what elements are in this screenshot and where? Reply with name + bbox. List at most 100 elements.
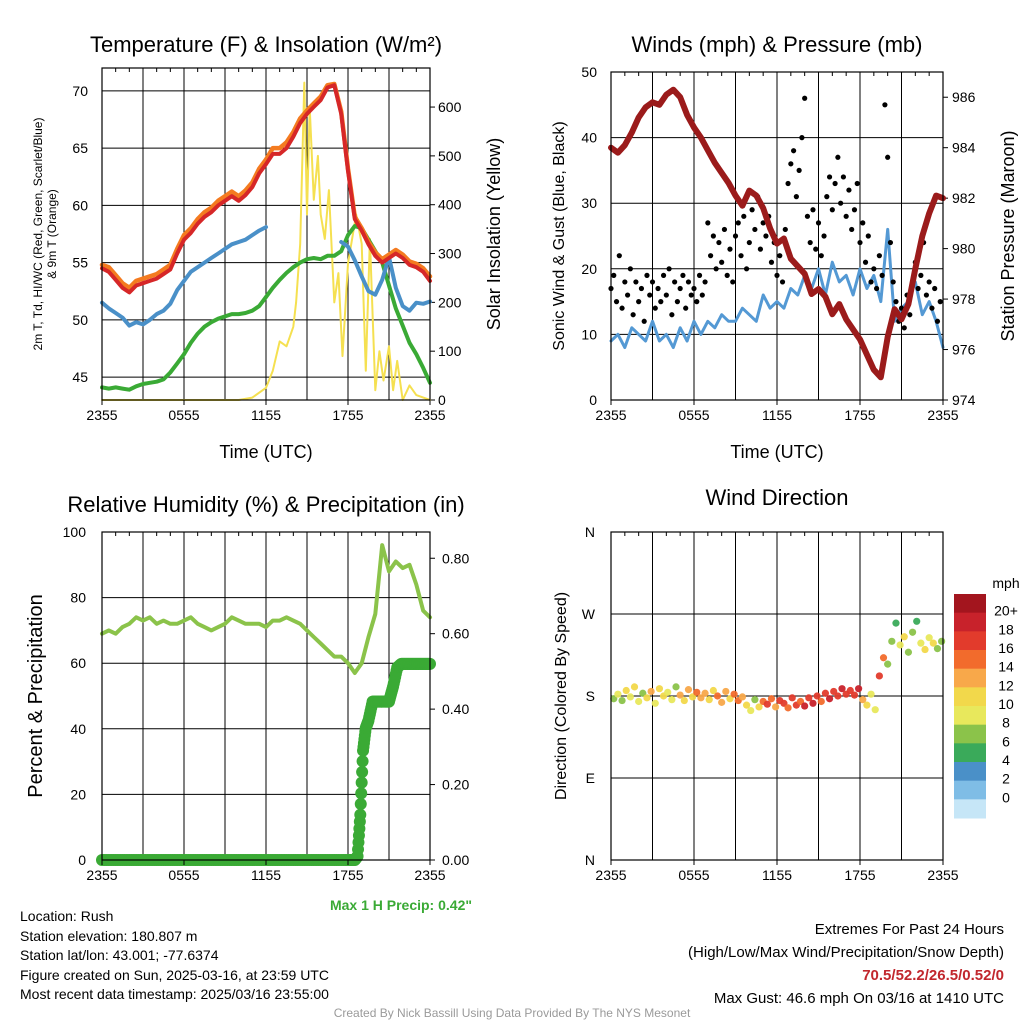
y2-tick-label: 0.20 <box>442 777 469 793</box>
colorbar-swatch <box>954 631 986 651</box>
gust-point <box>727 246 733 252</box>
wind-direction-point <box>863 701 871 709</box>
colorbar-swatch <box>954 780 986 800</box>
wind-direction-point <box>693 688 701 696</box>
gust-point <box>757 246 764 252</box>
x-axis-label: Time (UTC) <box>219 442 312 462</box>
x-tick-label: 2355 <box>414 407 445 423</box>
y-tick-label: 0 <box>78 852 86 868</box>
wind-direction-point <box>908 628 917 636</box>
y2-tick-label: 100 <box>438 343 462 359</box>
station-location: Location: Rush <box>20 908 114 924</box>
wind-direction-point <box>867 690 875 698</box>
x-tick-label: 1755 <box>332 407 363 423</box>
gust-point <box>713 266 719 272</box>
wind-direction-point <box>850 691 859 699</box>
wind-direction-point <box>879 654 888 662</box>
colorbar-label: 18 <box>998 621 1014 637</box>
y-tick-label: 60 <box>70 655 86 671</box>
precip-point <box>356 765 369 778</box>
y-tick-label: 60 <box>72 197 88 213</box>
credit-footer: Created By Nick Bassill Using Data Provi… <box>333 1006 691 1020</box>
colorbar-swatch <box>954 743 986 763</box>
gust-point <box>688 292 694 298</box>
gust-point <box>813 246 819 252</box>
gust-point <box>846 187 852 193</box>
y-tick-label: 80 <box>70 590 86 606</box>
gust-point <box>835 154 841 160</box>
gust-point <box>741 213 747 219</box>
figure-created: Figure created on Sun, 2025-03-16, at 23… <box>20 966 329 983</box>
gust-point <box>746 239 752 246</box>
wind-direction-point <box>805 694 813 702</box>
gust-point <box>749 207 755 213</box>
gust-point <box>735 220 741 226</box>
gust-point <box>815 220 822 226</box>
y-tick-label: N <box>585 524 595 540</box>
wind-direction-point <box>709 686 717 695</box>
gust-point <box>702 279 708 285</box>
gust-point <box>649 279 656 285</box>
precip-point <box>354 808 367 821</box>
gust-point <box>636 299 642 305</box>
gust-point <box>732 233 739 239</box>
y-tick-label: 50 <box>581 64 597 80</box>
gust-point <box>876 253 882 259</box>
x-tick-label: 1155 <box>762 407 792 423</box>
gust-point <box>810 207 816 213</box>
gust-point <box>862 259 869 265</box>
wind-direction-point <box>655 685 664 693</box>
gust-point <box>641 318 647 324</box>
wind-direction-point <box>884 660 892 668</box>
wind-direction-point <box>643 694 651 702</box>
gust-point <box>923 292 930 298</box>
wind-direction-point <box>742 701 751 709</box>
gust-point <box>937 299 943 305</box>
wind-direction-point <box>904 648 913 656</box>
gust-point <box>901 325 907 331</box>
wind-direction-point <box>830 687 838 696</box>
colorbar-label: 16 <box>998 640 1014 656</box>
colorbar-swatch <box>954 706 986 726</box>
wind-direction-point <box>672 683 680 691</box>
wind-direction-point <box>726 695 734 703</box>
colorbar-swatch <box>954 668 986 688</box>
wind-direction-point <box>622 686 630 695</box>
y-tick-label: 70 <box>72 83 88 99</box>
series-2m-temp-line <box>100 83 432 295</box>
y-tick-label: 20 <box>70 786 86 802</box>
x-tick-label: 1155 <box>251 407 281 423</box>
y2-tick-label: 974 <box>952 392 976 408</box>
x-tick-label: 0555 <box>678 407 709 423</box>
wind-direction-point <box>763 700 771 708</box>
y-tick-label: 65 <box>72 140 88 156</box>
gust-point <box>616 253 622 259</box>
wind-direction-point <box>933 645 942 653</box>
y-axis-label: Direction (Colored By Speed) <box>553 592 570 800</box>
gust-point <box>619 305 625 311</box>
wind-direction-point <box>639 689 647 697</box>
gust-point <box>724 272 730 278</box>
wind-direction-point <box>680 696 688 705</box>
wind-direction-point <box>635 697 643 706</box>
wind-direction-point <box>668 696 676 704</box>
wind-direction-point <box>767 695 776 703</box>
gust-point <box>882 102 888 108</box>
y-tick-label: 45 <box>72 369 88 385</box>
y-tick-label: 50 <box>72 312 88 328</box>
colorbar-swatch <box>954 799 986 819</box>
y-tick-label: 10 <box>581 326 597 342</box>
y-tick-label: S <box>586 688 595 704</box>
gust-point <box>857 239 863 246</box>
x-tick-label: 1755 <box>844 407 875 423</box>
series-rh-line <box>100 543 432 675</box>
y2-tick-label: 400 <box>438 197 462 213</box>
wind-direction-point <box>825 695 834 703</box>
gust-point <box>785 180 791 187</box>
gust-point <box>630 312 636 318</box>
gust-point <box>885 154 891 160</box>
wind-direction-point <box>921 645 929 654</box>
wind-direction-point <box>755 703 763 711</box>
extremes-subtitle: (High/Low/Max Wind/Precipitation/Snow De… <box>688 944 1004 961</box>
y2-tick-label: 976 <box>952 342 976 358</box>
